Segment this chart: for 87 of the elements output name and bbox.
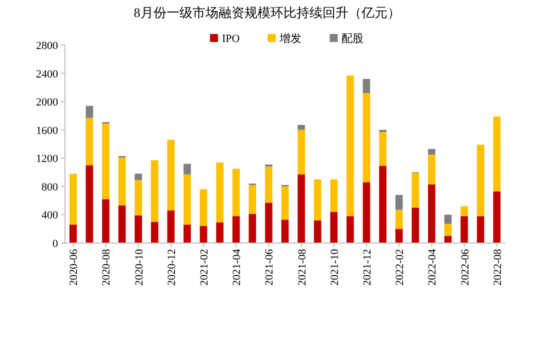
y-tick-label: 400 (42, 210, 58, 222)
bar (118, 206, 126, 243)
chart-title: 8月份一级市场融资规模环比持续回升（亿元） (134, 5, 400, 20)
bar (428, 184, 436, 243)
x-tick-label: 2022-02 (394, 249, 406, 286)
bar (281, 186, 289, 220)
legend-label: 配股 (342, 33, 364, 45)
bar (362, 78, 370, 94)
x-tick-label: 2021-12 (361, 249, 374, 286)
bar (493, 116, 501, 192)
y-tick-label: 2400 (36, 68, 58, 80)
x-tick-label: 2022-06 (459, 248, 472, 286)
x-tick-label: 2021-06 (264, 248, 276, 286)
x-tick-label: 2020-10 (133, 248, 146, 286)
bar (200, 189, 208, 226)
bar (86, 118, 94, 166)
x-tick-label: 2021-04 (231, 248, 244, 286)
bar (167, 140, 175, 210)
bar (493, 191, 501, 243)
bar (362, 182, 370, 243)
x-tick-label: 2020-12 (166, 249, 178, 286)
y-tick-label: 2800 (36, 40, 58, 52)
x-tick-label: 2020-08 (100, 248, 113, 286)
bar (248, 185, 256, 214)
bar (265, 166, 272, 203)
bar (314, 179, 322, 220)
bar (69, 174, 77, 225)
bar (444, 214, 452, 224)
y-tick-label: 1200 (36, 153, 58, 166)
bar (298, 174, 305, 243)
bar (444, 224, 452, 236)
legend-label: IPO (222, 33, 240, 45)
bar (379, 166, 386, 243)
bar (476, 216, 484, 243)
bar (395, 210, 403, 229)
x-tick-label: 2022-08 (492, 248, 504, 286)
bar (232, 168, 240, 216)
bar (102, 123, 110, 200)
y-tick-label: 800 (42, 181, 58, 194)
bar (476, 144, 484, 216)
bar (362, 93, 370, 182)
bar (281, 220, 289, 243)
bar (200, 226, 208, 243)
bar (134, 180, 142, 216)
bar (150, 160, 158, 222)
bar (330, 212, 338, 243)
bar (86, 165, 94, 243)
y-tick-label: 0 (52, 238, 58, 250)
bar (216, 222, 224, 243)
x-tick-label: 2020-06 (68, 248, 80, 286)
x-tick-label: 2021-10 (328, 248, 341, 286)
bar (330, 179, 338, 212)
bar (232, 216, 240, 243)
bar (118, 157, 126, 206)
x-tick-label: 2021-02 (198, 249, 211, 286)
bar (248, 214, 256, 243)
bar (184, 174, 191, 225)
bar (150, 222, 158, 243)
bar (86, 106, 94, 118)
bar (346, 216, 354, 243)
bar (298, 130, 305, 174)
bar (167, 210, 175, 243)
bar (412, 172, 420, 208)
x-tick-label: 2022-04 (426, 248, 439, 286)
bar (184, 224, 191, 243)
bar (298, 124, 305, 130)
bar (102, 199, 110, 243)
bar (379, 132, 386, 166)
bar (460, 216, 468, 243)
legend-label: 增发 (278, 33, 302, 45)
bar (314, 220, 322, 243)
bar (395, 194, 403, 210)
bar (216, 162, 224, 222)
bar (69, 224, 77, 243)
y-tick-label: 1600 (36, 124, 58, 137)
bar (428, 148, 436, 155)
bar (184, 164, 191, 174)
bar (346, 75, 354, 216)
bar (134, 215, 142, 243)
bar (395, 228, 403, 243)
bar (265, 202, 272, 243)
y-tick-label: 2000 (36, 96, 58, 109)
bar (460, 206, 468, 216)
x-tick-label: 2021-08 (296, 248, 308, 286)
bar (428, 154, 436, 184)
bar (412, 208, 420, 243)
bar (134, 174, 142, 180)
